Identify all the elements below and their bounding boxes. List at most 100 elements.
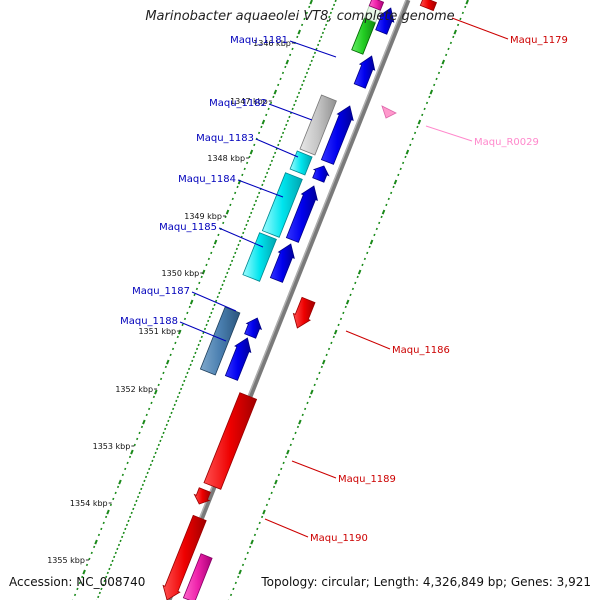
gene-feature-blue-2[interactable] <box>353 55 376 89</box>
tick-mark <box>141 483 144 487</box>
tick-mark <box>195 287 199 291</box>
gene-leader-line <box>425 125 473 142</box>
tick-mark <box>345 299 350 305</box>
tick-mark <box>114 551 117 555</box>
gene-label-maqu-1189[interactable]: Maqu_1189 <box>338 474 396 485</box>
tick-mark <box>104 515 108 519</box>
tick-mark <box>269 163 272 167</box>
tick-mark <box>411 137 414 141</box>
gene-feature-blue-8[interactable] <box>224 337 252 381</box>
tick-mark <box>262 509 266 515</box>
gene-label-maqu-1182[interactable]: Maqu_1182 <box>209 98 267 109</box>
tick-mark <box>277 143 280 147</box>
gene-feature-maqu-1183[interactable] <box>289 150 313 176</box>
tick-mark <box>342 311 345 315</box>
tick-mark <box>126 461 129 465</box>
gene-label-maqu-1179[interactable]: Maqu_1179 <box>510 35 568 46</box>
tick-mark <box>328 15 331 19</box>
tick-mark <box>297 91 301 95</box>
tick-mark <box>121 473 124 477</box>
gene-label-maqu-1190[interactable]: Maqu_1190 <box>310 533 368 544</box>
tick-mark <box>241 173 244 177</box>
gene-feature-blue-4[interactable] <box>312 165 330 183</box>
gene-feature-magenta-top[interactable] <box>368 0 385 11</box>
gene-feature-blue-5[interactable] <box>285 185 318 243</box>
gene-feature-blue-6[interactable] <box>269 243 295 283</box>
gene-feature-magenta[interactable] <box>182 553 213 600</box>
gene-label-maqu-1185[interactable]: Maqu_1185 <box>159 222 217 233</box>
tick-mark <box>213 239 218 245</box>
tick-mark <box>416 125 419 129</box>
tick-mark <box>270 491 273 495</box>
gene-label-maqu-1186[interactable]: Maqu_1186 <box>392 345 450 356</box>
tick-mark <box>146 471 149 475</box>
tick-mark <box>189 299 194 305</box>
kbp-label: 1351 kbp <box>138 327 176 336</box>
gene-feature-blue-7[interactable] <box>244 317 263 339</box>
gene-label-maqu-1183[interactable]: Maqu_1183 <box>196 133 254 144</box>
tick-mark <box>136 495 140 499</box>
tick-mark <box>224 275 227 279</box>
tick-mark <box>216 295 219 299</box>
tick-mark <box>212 245 215 249</box>
tick-mark <box>265 503 268 507</box>
tick-mark <box>316 43 320 47</box>
tick-mark <box>289 53 292 57</box>
gene-labels: Maqu_1181 Maqu_1182 Maqu_1183 Maqu_1184 Maqu… <box>120 17 568 544</box>
gene-feature-maqu-1182[interactable] <box>299 94 337 156</box>
tick-mark <box>268 497 271 501</box>
tick-mark <box>205 263 208 267</box>
tick-mark <box>323 27 326 31</box>
accession-text: Accession: NC_008740 <box>9 575 146 589</box>
gene-feature-maqu-1184[interactable] <box>261 172 303 238</box>
gene-label-maqu-1184[interactable]: Maqu_1184 <box>178 174 236 185</box>
gene-feature-maqu-1185[interactable] <box>242 232 277 282</box>
tick-mark <box>354 281 357 285</box>
gene-feature-maqu-1189[interactable] <box>203 392 258 490</box>
tick-mark <box>284 65 287 69</box>
tick-mark <box>267 107 270 111</box>
kbp-label: 1346 kbp <box>253 39 291 48</box>
gene-feature-maqu-1190[interactable] <box>162 514 207 600</box>
tick-mark <box>164 427 167 431</box>
tick-mark <box>327 347 331 351</box>
gene-label-maqu-1181[interactable]: Maqu_1181 <box>230 35 288 46</box>
rna-feature-maqu-r0029[interactable] <box>381 105 397 119</box>
gene-feature-blue-3[interactable] <box>320 105 354 165</box>
tick-mark <box>176 335 179 339</box>
tick-mark <box>369 239 374 245</box>
tick-mark <box>114 491 117 495</box>
tick-mark <box>453 29 457 35</box>
tick-mark <box>324 23 328 27</box>
gene-leader-line <box>264 518 309 538</box>
tick-mark <box>133 503 136 507</box>
gene-label-maqu-1187[interactable]: Maqu_1187 <box>132 286 190 297</box>
tick-mark <box>257 131 261 135</box>
tick-mark <box>149 463 152 467</box>
tick-mark <box>269 101 273 105</box>
tick-mark <box>116 547 119 551</box>
gene-feature-red-small[interactable] <box>193 487 211 505</box>
tick-mark <box>81 575 84 579</box>
tick-mark <box>245 223 248 227</box>
tick-mark <box>179 387 183 391</box>
tick-mark <box>234 581 237 585</box>
tick-mark <box>213 303 216 307</box>
tick-mark <box>306 401 309 405</box>
tick-mark <box>337 323 340 327</box>
gene-feature-maqu-1186[interactable] <box>292 296 316 329</box>
tick-mark <box>192 355 195 359</box>
gene-feature-maqu-1179[interactable] <box>419 0 438 12</box>
gene-label-maqu-r0029[interactable]: Maqu_R0029 <box>474 137 539 148</box>
tick-mark <box>157 443 160 447</box>
tick-mark <box>253 533 257 537</box>
gene-feature-blue-1[interactable] <box>375 7 395 35</box>
tick-mark <box>334 0 337 3</box>
tick-mark <box>296 95 299 99</box>
tick-mark <box>423 107 426 111</box>
tick-mark <box>181 323 184 327</box>
tick-mark <box>361 263 364 267</box>
tick-mark <box>279 77 282 81</box>
gene-label-maqu-1188[interactable]: Maqu_1188 <box>120 316 178 327</box>
gene-leader-line <box>191 291 237 312</box>
